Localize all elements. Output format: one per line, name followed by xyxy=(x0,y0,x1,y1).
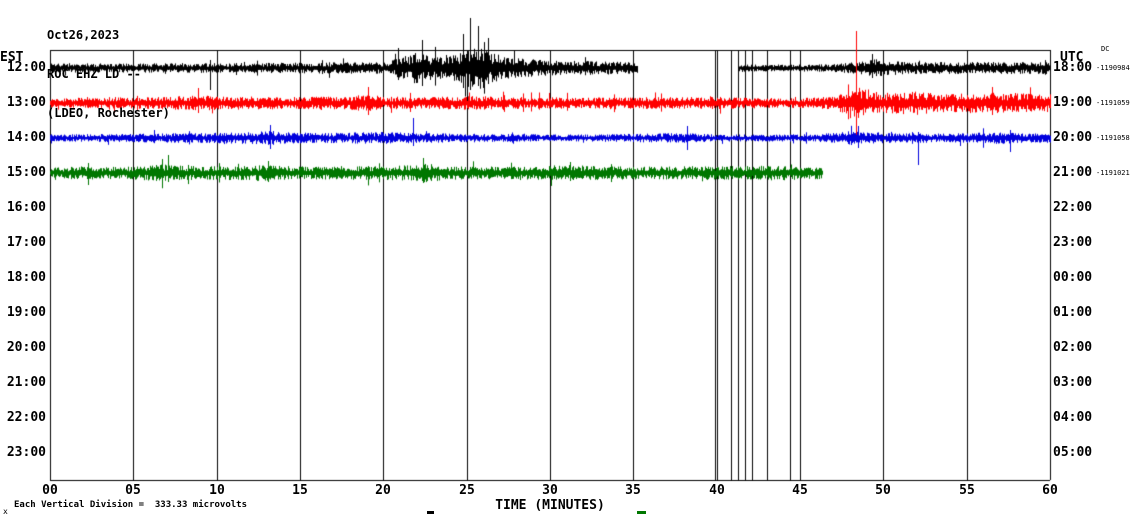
dc-label: DC xyxy=(1101,45,1110,53)
x-tick-20: 20 xyxy=(375,483,391,498)
dc-offset-row2: -1191059 xyxy=(1096,99,1130,107)
est-tick-20: 20:00 xyxy=(6,340,46,355)
x-tick-45: 45 xyxy=(792,483,808,498)
x-tick-10: 10 xyxy=(209,483,225,498)
est-tick-15: 15:00 xyxy=(6,165,46,180)
utc-tick-05: 05:00 xyxy=(1053,445,1093,460)
utc-tick-01: 01:00 xyxy=(1053,305,1093,320)
x-tick-25: 25 xyxy=(459,483,475,498)
utc-tick-19: 19:00 xyxy=(1053,95,1093,110)
utc-tick-02: 02:00 xyxy=(1053,340,1093,355)
est-tick-17: 17:00 xyxy=(6,235,46,250)
x-tick-55: 55 xyxy=(959,483,975,498)
corner-mark: x xyxy=(3,507,8,516)
x-tick-50: 50 xyxy=(875,483,891,498)
x-tick-15: 15 xyxy=(292,483,308,498)
est-tick-22: 22:00 xyxy=(6,410,46,425)
scale-note: Each Vertical Division = 333.33 microvol… xyxy=(14,500,247,510)
est-tick-14: 14:00 xyxy=(6,130,46,145)
utc-axis-label: UTC xyxy=(1060,50,1084,65)
date-label: Oct26,2023 xyxy=(47,28,120,42)
station-label: ROC EHZ LD -- xyxy=(47,67,141,81)
utc-tick-22: 22:00 xyxy=(1053,200,1093,215)
x-tick-00: 00 xyxy=(42,483,58,498)
est-tick-19: 19:00 xyxy=(6,305,46,320)
dc-offset-row3: -1191058 xyxy=(1096,134,1130,142)
est-tick-21: 21:00 xyxy=(6,375,46,390)
dc-offset-row1: -1190984 xyxy=(1096,64,1130,72)
x-tick-05: 05 xyxy=(125,483,141,498)
x-tick-40: 40 xyxy=(709,483,725,498)
dc-offset-row4: -1191021 xyxy=(1096,169,1130,177)
x-tick-30: 30 xyxy=(542,483,558,498)
est-tick-16: 16:00 xyxy=(6,200,46,215)
utc-tick-00: 00:00 xyxy=(1053,270,1093,285)
utc-tick-23: 23:00 xyxy=(1053,235,1093,250)
utc-tick-21: 21:00 xyxy=(1053,165,1093,180)
utc-tick-20: 20:00 xyxy=(1053,130,1093,145)
est-tick-12: 12:00 xyxy=(6,60,46,75)
utc-tick-03: 03:00 xyxy=(1053,375,1093,390)
title-block: Oct26,2023 ROC EHZ LD -- (LDEO, Rocheste… xyxy=(47,3,170,146)
x-axis-label: TIME (MINUTES) xyxy=(495,498,605,513)
x-tick-60: 60 xyxy=(1042,483,1058,498)
x-tick-35: 35 xyxy=(625,483,641,498)
bottom-mark-black xyxy=(427,511,434,514)
est-tick-18: 18:00 xyxy=(6,270,46,285)
location-label: (LDEO, Rochester) xyxy=(47,106,170,120)
est-axis-label: EST xyxy=(0,50,24,65)
utc-tick-04: 04:00 xyxy=(1053,410,1093,425)
est-tick-23: 23:00 xyxy=(6,445,46,460)
bottom-mark-green xyxy=(637,511,646,514)
utc-tick-18: 18:00 xyxy=(1053,60,1093,75)
est-tick-13: 13:00 xyxy=(6,95,46,110)
